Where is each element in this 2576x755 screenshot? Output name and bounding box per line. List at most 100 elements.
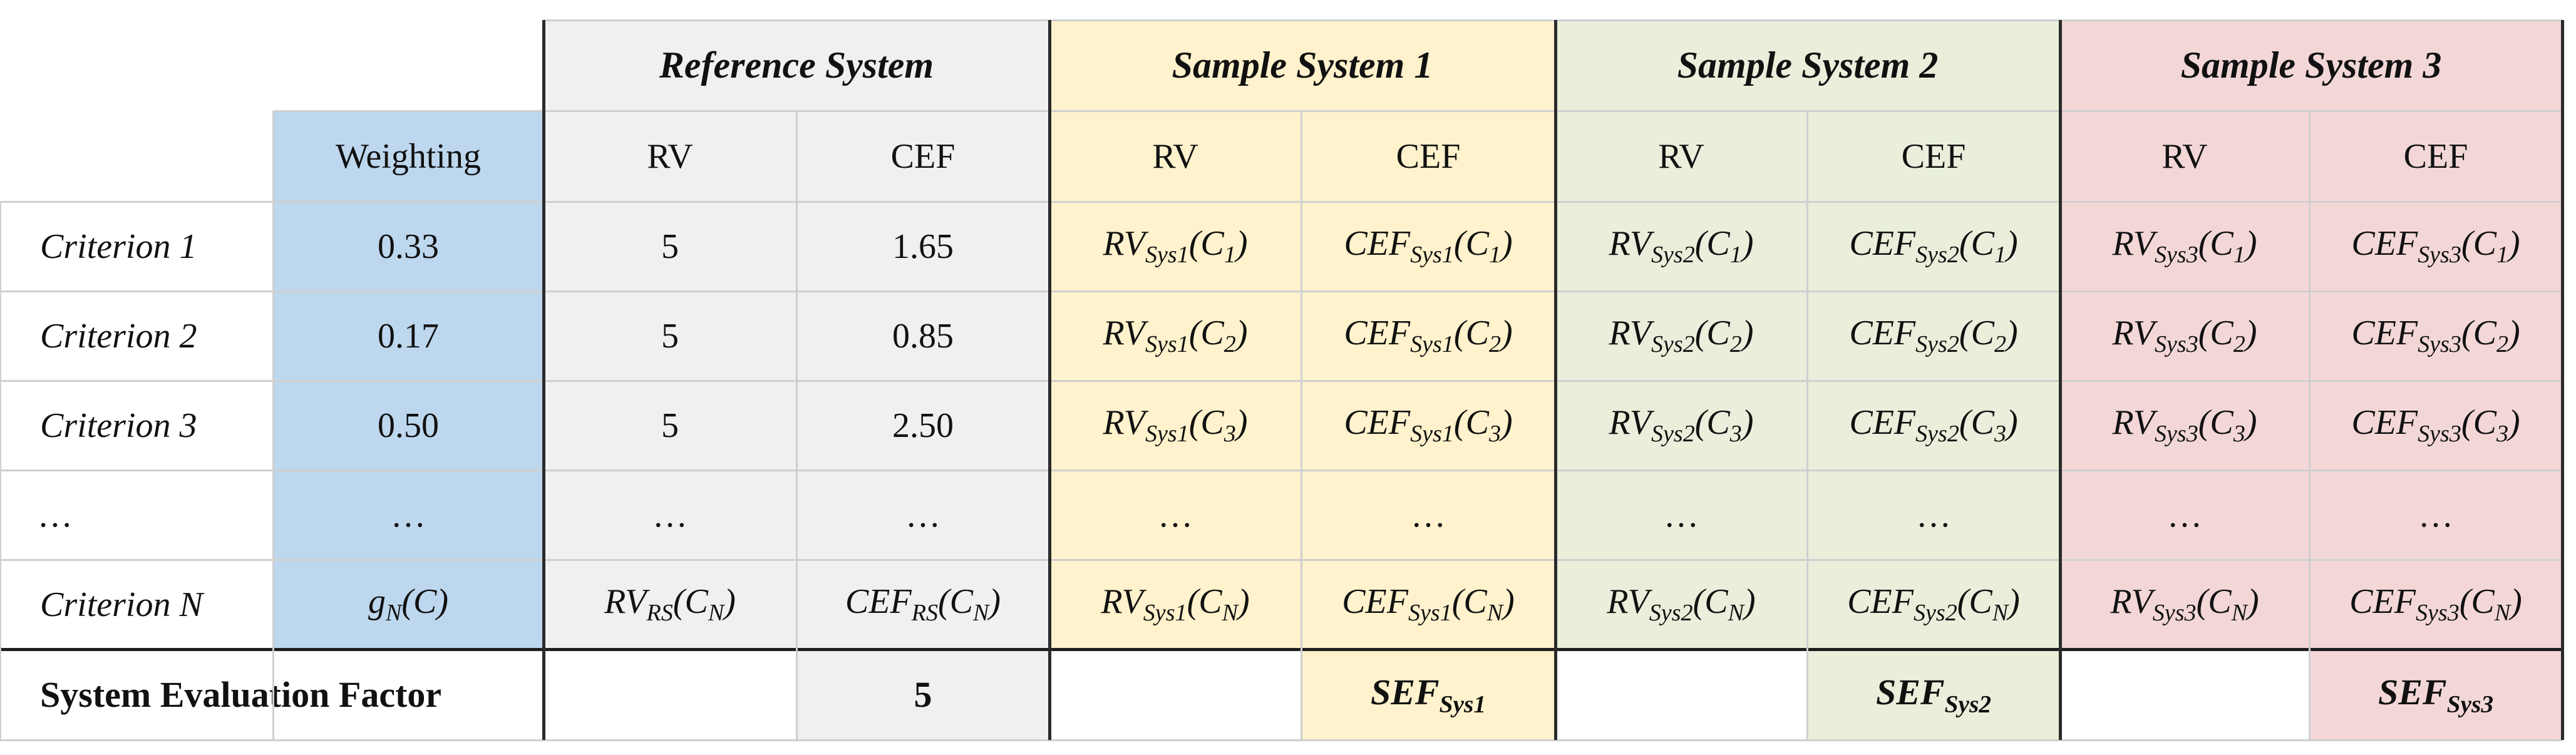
formula: RVSys2(CN) — [1607, 582, 1756, 627]
cell-text: 0.85 — [892, 316, 954, 356]
formula-subscript: Sys2 — [1915, 421, 1959, 448]
formula-subscript: Sys3 — [2152, 600, 2197, 627]
cell-text: 1.65 — [892, 227, 954, 266]
formula-argument-subscript: 1 — [1224, 242, 1236, 269]
system-2-cef-cell: CEFSys2(CN) — [1807, 560, 2060, 649]
formula: RVSys1(C3) — [1103, 403, 1248, 448]
rule-row — [0, 290, 2562, 292]
formula-subscript: Sys3 — [2415, 600, 2460, 627]
formula-subscript: Sys3 — [2154, 331, 2198, 358]
formula-argument: C — [2210, 314, 2233, 353]
group-header-label: Reference System — [659, 44, 934, 86]
formula: CEFSys2(C2) — [1849, 314, 2018, 358]
formula-symbol: CEF — [1849, 314, 1916, 353]
formula: CEFSys3(C2) — [2351, 314, 2520, 358]
formula: CEFSys2(C3) — [1849, 403, 2018, 448]
reference-system-header: Reference System — [544, 20, 1049, 111]
rule-header — [273, 110, 2562, 112]
formula-symbol: SEF — [2378, 671, 2447, 712]
formula: CEFSys1(C2) — [1344, 314, 1513, 358]
cell-text: … — [1916, 495, 1951, 535]
system-1-rv-cell: RVSys1(C3) — [1049, 381, 1301, 470]
group-header-label: Sample System 3 — [2180, 44, 2442, 86]
formula-argument: C — [1969, 582, 1992, 622]
reference-cef-cell: … — [796, 470, 1049, 560]
cef-header-label: CEF — [2403, 136, 2468, 176]
formula-argument: (C) — [401, 582, 449, 622]
rule-top — [544, 19, 2562, 21]
formula-subscript: Sys2 — [1649, 600, 1693, 627]
weighting-cell: … — [273, 470, 544, 560]
formula-argument: C — [1971, 224, 1994, 264]
rule-group-separator — [2059, 20, 2062, 740]
weighting-cell: 0.17 — [273, 291, 544, 381]
formula: RVSys2(C1) — [1609, 224, 1754, 269]
formula-subscript: Sys1 — [1410, 331, 1454, 358]
rule-bottom — [0, 739, 2562, 741]
rv-header-label: RV — [1152, 136, 1198, 176]
rule-group-separator — [1554, 20, 1557, 740]
cef-column-header: CEF — [796, 111, 1049, 202]
system-1-cef-cell: CEFSys1(C1) — [1301, 202, 1555, 291]
formula-symbol: CEF — [2351, 224, 2418, 264]
criterion-label: Criterion N — [0, 560, 273, 649]
formula-argument: C — [1971, 403, 1994, 443]
formula-symbol: RV — [2112, 224, 2155, 264]
criterion-label: Criterion 3 — [0, 381, 273, 470]
formula: RVRS(CN) — [604, 582, 736, 627]
formula: RVSys3(C2) — [2112, 314, 2257, 358]
reference-cef-cell: 1.65 — [796, 202, 1049, 291]
formula-argument: C — [1706, 314, 1730, 353]
system-1-cef-cell: … — [1301, 470, 1555, 560]
formula-argument: C — [1200, 403, 1224, 443]
formula-subscript: Sys1 — [1410, 242, 1454, 269]
criterion-text: Criterion 2 — [40, 316, 197, 356]
group-header-label: Sample System 2 — [1677, 44, 1939, 86]
system-2-cef-cell: … — [1807, 470, 2060, 560]
system-3-cef-cell: CEFSys3(C2) — [2309, 291, 2562, 381]
cell-text: … — [905, 495, 940, 535]
system-3-cef-cell: … — [2309, 470, 2562, 560]
formula-argument-subscript: 1 — [1488, 242, 1501, 269]
formula: CEFSys3(C1) — [2351, 224, 2520, 269]
reference-rv-cell: … — [544, 470, 796, 560]
formula-argument-subscript: 1 — [1994, 242, 2006, 269]
cef-column-header: CEF — [1807, 111, 2060, 202]
formula-argument-subscript: N — [1222, 600, 1238, 627]
reference-rv-cell: 5 — [544, 202, 796, 291]
formula-subscript: RS — [646, 600, 673, 627]
formula: RVSys1(C1) — [1103, 224, 1248, 269]
criterion-label: … — [0, 470, 273, 560]
formula-argument: C — [2473, 403, 2496, 443]
formula-argument: C — [2210, 224, 2233, 264]
formula-symbol: g — [368, 582, 386, 622]
formula-argument-subscript: 3 — [2496, 421, 2508, 448]
reference-rv-cell: 5 — [544, 381, 796, 470]
formula-argument: C — [949, 582, 974, 622]
formula-symbol: CEF — [1344, 224, 1411, 264]
reference-cef-cell: CEFRS(CN) — [796, 560, 1049, 649]
system-3-rv-cell: RVSys3(C1) — [2060, 202, 2309, 291]
system-2-rv-cell: RVSys2(C3) — [1555, 381, 1807, 470]
formula: CEFRS(CN) — [845, 582, 1001, 627]
rule-row — [0, 470, 2562, 471]
formula-argument: C — [1465, 314, 1489, 353]
cell-text: 5 — [661, 227, 679, 266]
rv-column-header: RV — [1049, 111, 1301, 202]
formula-symbol: RV — [2112, 403, 2155, 443]
formula-subscript: Sys1 — [1143, 600, 1187, 627]
reference-rv-cell: RVRS(CN) — [544, 560, 796, 649]
formula-symbol: RV — [1607, 582, 1649, 622]
reference-sef-value: 5 — [796, 649, 1049, 740]
formula-subscript: Sys2 — [1651, 421, 1695, 448]
system-1-sef-value: SEFSys1 — [1301, 649, 1555, 740]
formula-subscript: Sys1 — [1439, 690, 1486, 718]
criterion-text: Criterion 1 — [40, 227, 197, 266]
rule-group-separator — [2561, 20, 2564, 740]
formula-argument: C — [1198, 582, 1222, 622]
formula-argument: C — [1704, 582, 1728, 622]
formula-argument: C — [2208, 582, 2232, 622]
system-3-cef-cell: CEFSys3(CN) — [2309, 560, 2562, 649]
formula-symbol: SEF — [1875, 671, 1945, 712]
